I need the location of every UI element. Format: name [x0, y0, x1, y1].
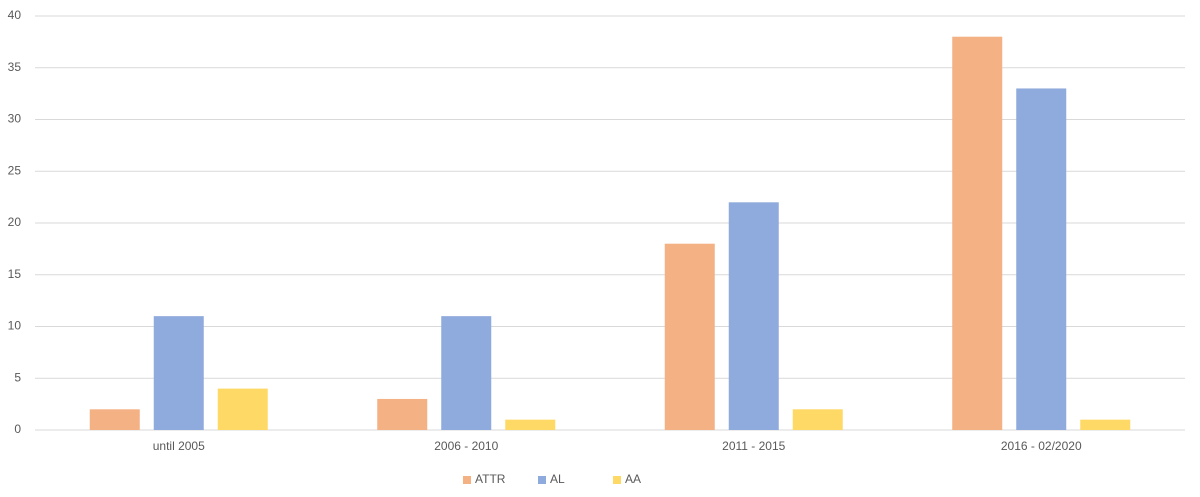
x-tick-label: 2011 - 2015 [722, 439, 785, 453]
bar [728, 202, 779, 430]
y-tick-label: 30 [8, 112, 22, 126]
y-tick-label: 0 [14, 422, 21, 436]
bar [792, 409, 843, 430]
y-tick-label: 20 [8, 215, 22, 229]
bar [153, 316, 204, 430]
legend-swatch [538, 476, 546, 484]
bar [1080, 419, 1131, 430]
legend-label: AL [550, 472, 565, 486]
y-tick-label: 10 [8, 319, 22, 333]
bar [89, 409, 140, 430]
y-tick-label: 25 [8, 163, 22, 177]
bar [1016, 88, 1067, 430]
y-tick-label: 35 [8, 60, 22, 74]
bar [377, 398, 428, 430]
bar [505, 419, 556, 430]
legend-swatch [613, 476, 621, 484]
legend-swatch [463, 476, 471, 484]
legend-label: AA [625, 472, 641, 486]
x-tick-label: 2006 - 2010 [434, 439, 498, 453]
x-tick-label: until 2005 [153, 439, 205, 453]
x-tick-label: 2016 - 02/2020 [1001, 439, 1082, 453]
y-tick-label: 5 [14, 370, 21, 384]
bar [952, 36, 1003, 430]
y-tick-label: 40 [8, 8, 22, 22]
legend-label: ATTR [475, 472, 506, 486]
y-tick-label: 15 [8, 267, 22, 281]
bar [664, 243, 715, 430]
bar [441, 316, 492, 430]
bar [217, 388, 268, 430]
